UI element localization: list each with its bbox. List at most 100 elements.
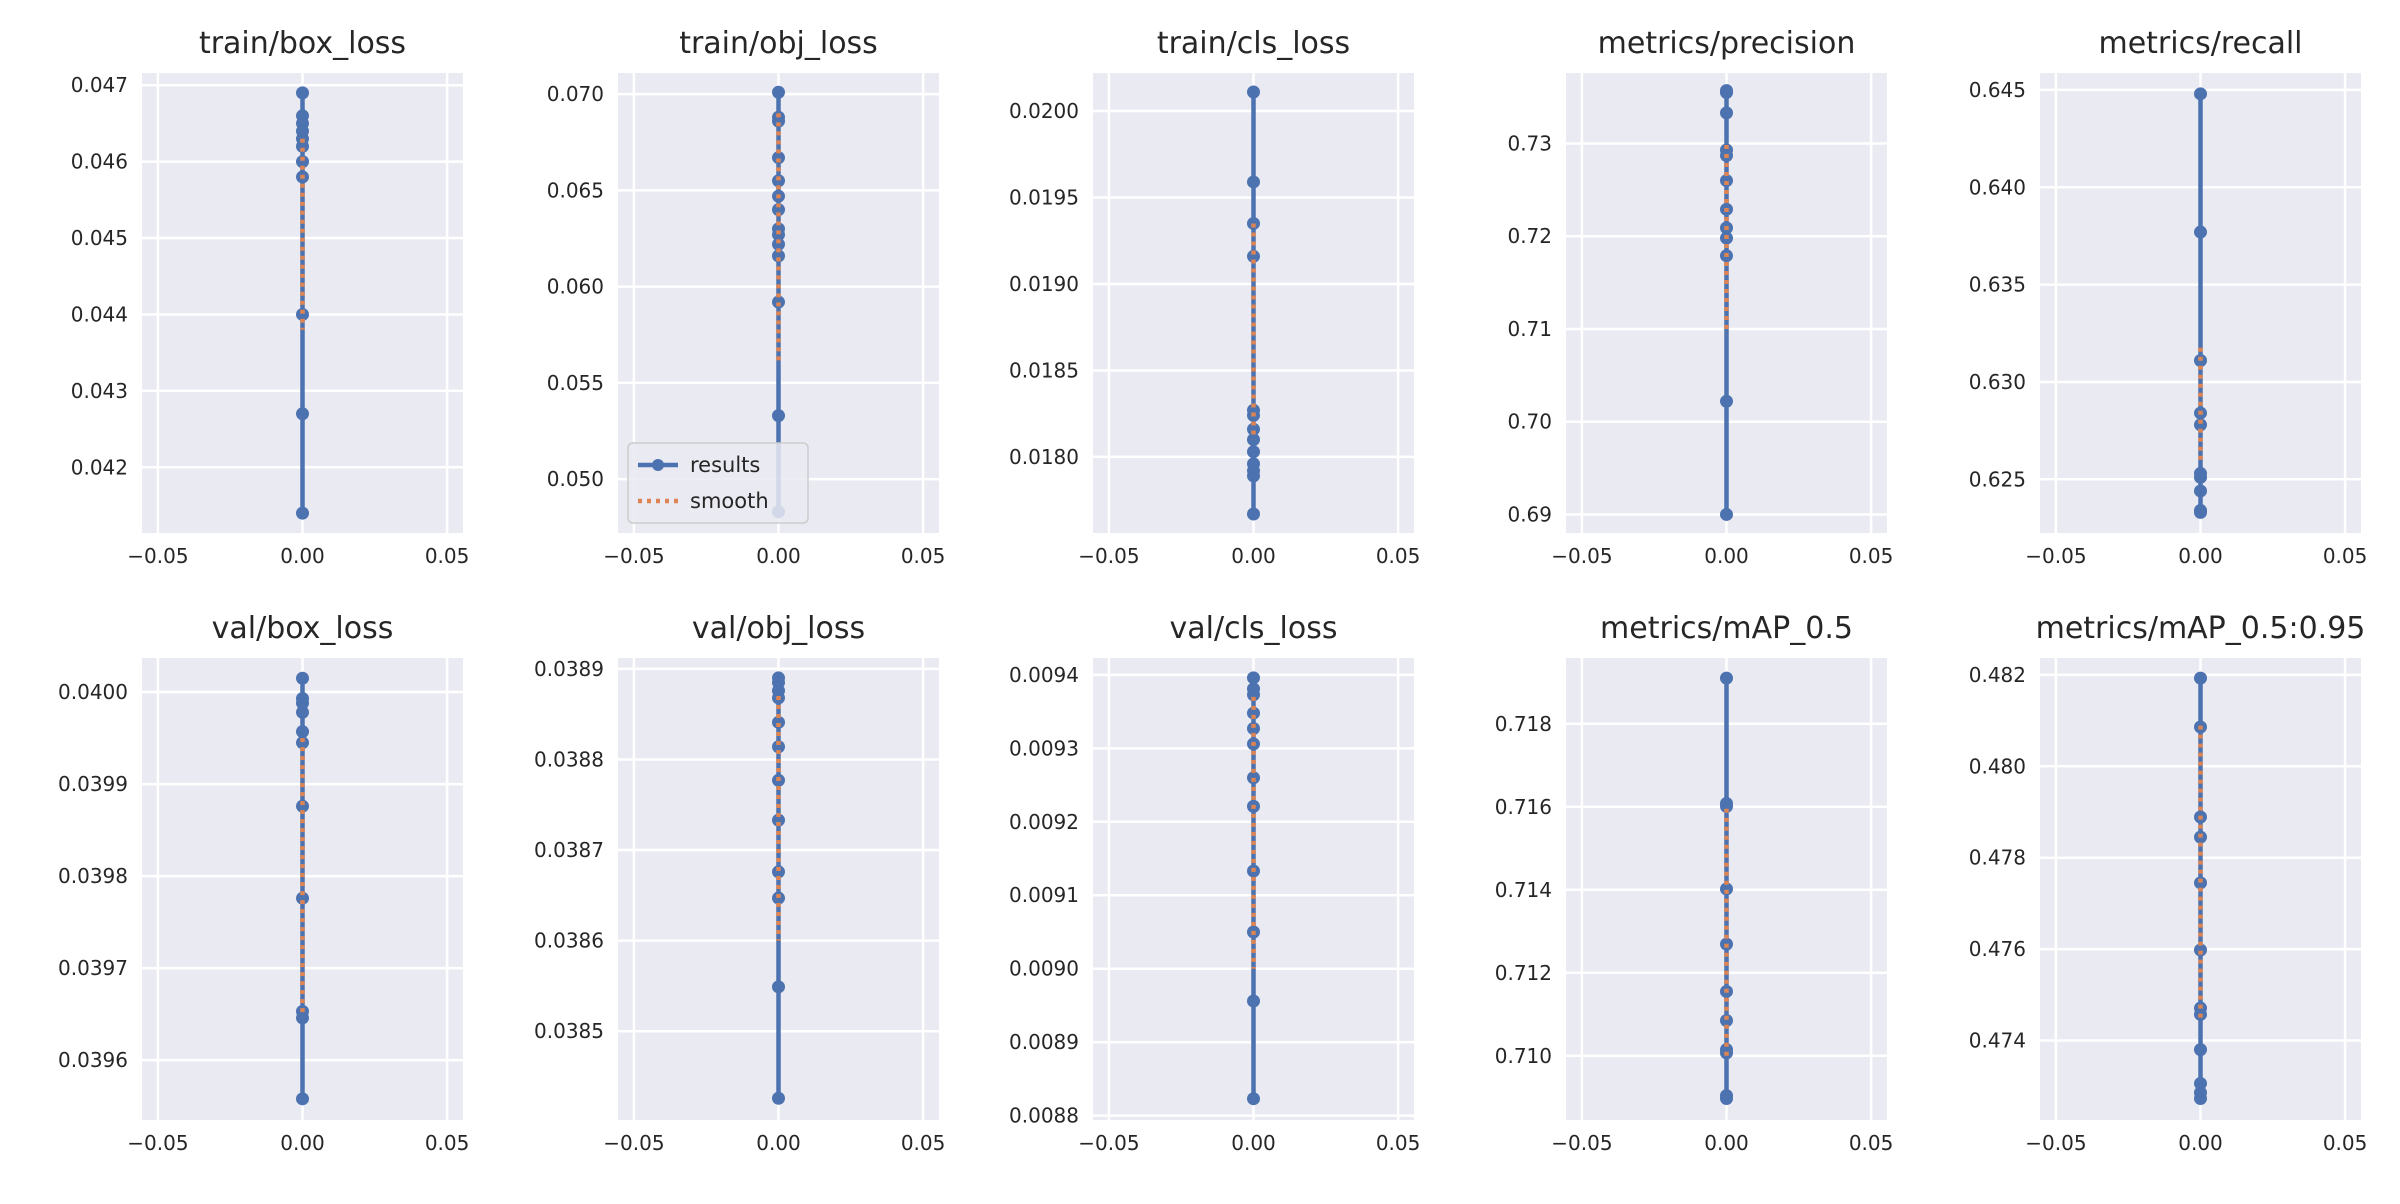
y-tick-label: 0.710 (1495, 1044, 1552, 1068)
y-tick-label: 0.065 (547, 178, 604, 202)
subplot: metrics/mAP_0.5:0.95 −0.05 0.00 0.05 0.474 0.… (1969, 611, 2368, 1155)
result-point (772, 228, 785, 242)
y-tick-label: 0.0389 (534, 657, 604, 681)
result-point (772, 865, 785, 879)
result-point (296, 407, 309, 421)
result-point (772, 85, 785, 99)
result-point (2194, 1086, 2207, 1100)
result-point (2194, 418, 2207, 432)
y-tick-label: 0.0180 (1009, 445, 1079, 469)
result-point (1720, 394, 1733, 408)
x-tick-label: 0.05 (2323, 544, 2368, 568)
result-point (1247, 706, 1260, 720)
y-tick-label: 0.0200 (1009, 99, 1079, 123)
y-tick-label: 0.0400 (58, 680, 128, 704)
result-point (296, 799, 309, 813)
result-point (772, 203, 785, 217)
x-tick-label: 0.05 (1376, 1131, 1421, 1155)
y-tick-label: 0.0094 (1009, 663, 1079, 687)
y-tick-label: 0.474 (1969, 1028, 2026, 1052)
x-tick-label: 0.00 (2178, 544, 2223, 568)
subplot: val/cls_loss −0.05 0.00 0.05 0.0088 0.0089 0.0… (1009, 611, 1420, 1155)
y-tick-label: 0.050 (547, 467, 604, 491)
x-tick-label: 0.00 (1704, 1131, 1749, 1155)
x-tick-label: 0.00 (1231, 1131, 1276, 1155)
result-point (1247, 85, 1260, 99)
x-tick-label: 0.05 (901, 1131, 946, 1155)
y-tick-label: 0.0093 (1009, 736, 1079, 760)
y-tick-label: 0.046 (71, 150, 128, 174)
subplot: val/box_loss −0.05 0.00 0.05 0.0396 0.0397 0.0… (58, 611, 469, 1155)
result-point (1247, 445, 1260, 459)
y-tick-label: 0.0399 (58, 772, 128, 796)
result-point (296, 696, 309, 710)
x-tick-label: 0.05 (1849, 544, 1894, 568)
result-point (296, 891, 309, 905)
y-tick-label: 0.0388 (534, 747, 604, 771)
subplot: metrics/recall −0.05 0.00 0.05 0.625 0.630 0.6… (1969, 26, 2368, 568)
result-point (772, 174, 785, 188)
result-point (1720, 174, 1733, 188)
result-point (296, 307, 309, 321)
result-point (1247, 422, 1260, 436)
result-point (1720, 84, 1733, 98)
result-point (1247, 1092, 1260, 1106)
y-tick-label: 0.716 (1495, 795, 1552, 819)
x-tick-label: 0.00 (1231, 544, 1276, 568)
result-point (1720, 106, 1733, 120)
x-tick-label: −0.05 (1078, 544, 1139, 568)
result-point (772, 1091, 785, 1105)
x-tick-label: 0.00 (756, 1131, 801, 1155)
y-tick-label: 0.645 (1969, 78, 2026, 102)
subplot-title: train/box_loss (199, 26, 406, 61)
result-point (2194, 466, 2207, 480)
subplot-title: metrics/recall (2098, 26, 2302, 61)
result-point (2194, 1076, 2207, 1090)
result-point (772, 237, 785, 251)
y-tick-label: 0.0090 (1009, 957, 1079, 981)
x-tick-label: 0.05 (2323, 1131, 2368, 1155)
subplot-title: val/box_loss (212, 611, 394, 646)
y-tick-label: 0.72 (1507, 224, 1552, 248)
y-tick-label: 0.0386 (534, 929, 604, 953)
x-tick-label: 0.05 (1849, 1131, 1894, 1155)
x-tick-label: −0.05 (603, 544, 664, 568)
x-tick-label: 0.05 (1376, 544, 1421, 568)
y-tick-label: 0.0195 (1009, 186, 1079, 210)
x-tick-label: 0.00 (2178, 1131, 2223, 1155)
y-tick-label: 0.070 (547, 82, 604, 106)
result-point (772, 715, 785, 729)
result-point (296, 1092, 309, 1106)
result-point (1247, 994, 1260, 1008)
subplot-title: val/cls_loss (1170, 611, 1338, 646)
result-point (2194, 1043, 2207, 1057)
x-tick-label: −0.05 (2025, 1131, 2086, 1155)
y-tick-label: 0.635 (1969, 273, 2026, 297)
result-point (2194, 503, 2207, 517)
x-tick-label: 0.00 (756, 544, 801, 568)
y-tick-label: 0.0397 (58, 956, 128, 980)
subplot-title: metrics/mAP_0.5:0.95 (2036, 611, 2366, 646)
subplot: train/obj_loss −0.05 0.00 0.05 0.050 0.055 0.0… (547, 26, 946, 568)
result-point (772, 249, 785, 263)
result-point (1720, 143, 1733, 157)
result-point (772, 151, 785, 165)
result-point (772, 295, 785, 309)
x-tick-label: 0.05 (425, 1131, 470, 1155)
y-tick-label: 0.482 (1969, 663, 2026, 687)
x-tick-label: −0.05 (2025, 544, 2086, 568)
y-tick-label: 0.73 (1507, 131, 1552, 155)
result-point (1720, 507, 1733, 521)
result-point (1247, 722, 1260, 736)
x-tick-label: 0.05 (901, 544, 946, 568)
result-point (772, 740, 785, 754)
result-point (296, 725, 309, 739)
result-point (772, 891, 785, 905)
subplot-title: metrics/mAP_0.5 (1600, 611, 1853, 646)
result-point (1720, 796, 1733, 810)
legend-marker (652, 459, 664, 471)
x-tick-label: −0.05 (603, 1131, 664, 1155)
result-point (296, 155, 309, 169)
result-point (296, 671, 309, 685)
